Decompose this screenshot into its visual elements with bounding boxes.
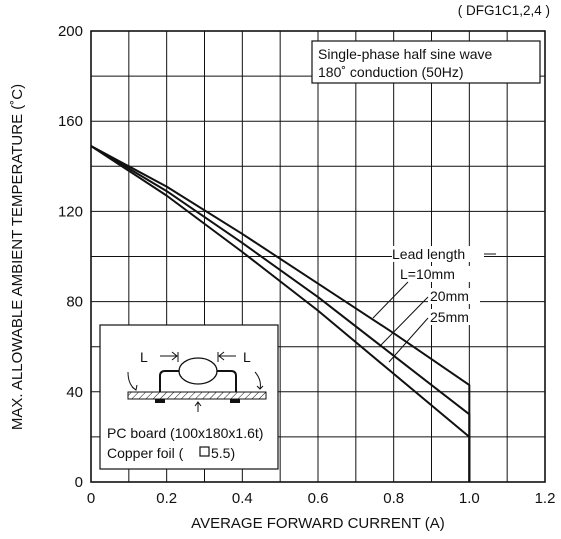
series-line-2 <box>90 145 471 482</box>
y-axis-label: MAX. ALLOWABLE AMBIENT TEMPERATURE (˚C) <box>9 84 26 430</box>
copper-pad-left <box>155 399 165 403</box>
copper-pad-right <box>230 399 240 403</box>
condition-line-2: 180˚ conduction (50Hz) <box>318 64 464 80</box>
inset-caption-copper-value: 5.5) <box>211 445 235 461</box>
y-tick-label: 80 <box>66 294 83 311</box>
inset-pcb-diagram: L L PC board (100x180x1.6t) Copper foil … <box>99 324 279 470</box>
leader-line-10mm <box>372 281 409 319</box>
lead-left <box>159 370 179 392</box>
leader-line-20mm <box>380 296 429 346</box>
y-axis-ticks: 0 40 80 120 160 200 <box>58 23 83 491</box>
leader-line-25mm <box>388 317 429 363</box>
x-tick-label: 0.2 <box>156 490 177 507</box>
condition-line-1: Single-phase half sine wave <box>318 46 493 62</box>
lead-label-left: L <box>140 349 148 365</box>
legend-label-10mm: L=10mm <box>400 266 455 282</box>
y-tick-label: 200 <box>58 23 83 40</box>
x-tick-label: 0 <box>87 490 95 507</box>
part-number-label: ( DFG1C1,2,4 ) <box>458 3 550 18</box>
series-line-0 <box>90 145 471 482</box>
plot-frame <box>90 30 546 483</box>
x-tick-label: 0.8 <box>383 490 404 507</box>
lead-length-legend: Lead length L=10mm 20mm 25mm <box>372 246 496 363</box>
lead-right <box>217 370 237 392</box>
y-tick-label: 160 <box>58 113 83 130</box>
diode-body <box>178 357 218 385</box>
x-axis-ticks: 0 0.2 0.4 0.6 0.8 1.0 1.2 <box>87 490 556 507</box>
pc-board <box>127 391 267 400</box>
inset-caption-copper: Copper foil ( 5.5) <box>107 445 235 461</box>
x-tick-label: 1.2 <box>535 490 556 507</box>
x-tick-label: 0.4 <box>232 490 253 507</box>
y-tick-label: 40 <box>66 384 83 401</box>
inset-caption-copper-prefix: Copper foil ( <box>107 445 184 461</box>
plot-border <box>90 30 546 483</box>
x-tick-label: 0.6 <box>308 490 329 507</box>
inset-caption-board: PC board (100x180x1.6t) <box>107 425 263 441</box>
y-tick-label: 120 <box>58 203 83 220</box>
condition-box: Single-phase half sine wave 180˚ conduct… <box>311 40 541 84</box>
y-tick-label: 0 <box>75 474 83 491</box>
series-lines <box>90 145 471 482</box>
lead-label-right: L <box>243 349 251 365</box>
x-tick-label: 1.0 <box>459 490 480 507</box>
dimension-arrow-left <box>160 351 178 361</box>
legend-label-20mm: 20mm <box>430 288 469 304</box>
square-symbol-icon <box>199 446 210 457</box>
series-line-1 <box>90 145 471 482</box>
dimension-arrow-right <box>218 351 236 361</box>
legend-title: Lead length <box>392 246 465 262</box>
x-axis-label: AVERAGE FORWARD CURRENT (A) <box>191 515 445 532</box>
legend-label-25mm: 25mm <box>430 309 469 325</box>
